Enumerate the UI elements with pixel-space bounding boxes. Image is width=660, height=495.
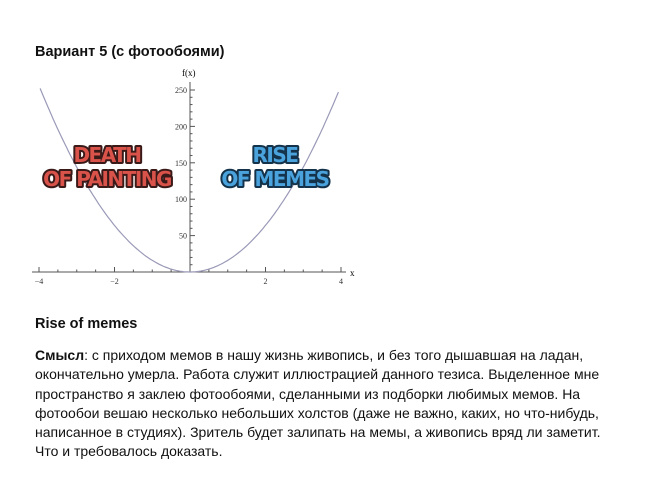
annotation-death-of-painting: DEATH OF PAINTING <box>41 141 174 193</box>
text-line: Что и требовалось доказать. <box>35 443 223 460</box>
text-line: написанное в студиях). Зритель будет зал… <box>35 424 601 441</box>
x-axis-label: x <box>350 268 355 278</box>
y-tick-label: 250 <box>175 86 187 95</box>
body-paragraph: Смысл: с приходом мемов в нашу жизнь жив… <box>35 346 600 462</box>
annotation-rise-of-memes: RISE OF MEMES <box>219 141 332 193</box>
lead-word: Смысл <box>35 347 85 363</box>
x-tick-label: 4 <box>339 277 343 286</box>
y-axis-label: f(x) <box>182 68 196 78</box>
series-curve <box>39 88 339 273</box>
x-tick-label: −2 <box>110 277 119 286</box>
x-tick-label: 2 <box>264 277 268 286</box>
y-tick-label: 100 <box>175 195 187 204</box>
page-title: Вариант 5 (с фотообоями) <box>35 44 225 60</box>
text-line: окончательно умерла. Работа служит иллюс… <box>35 366 600 383</box>
parabola-chart: −4 −2 2 4 50 100 150 200 250 f(x) x DEATH OF PAI… <box>32 68 355 286</box>
x-tick-label: −4 <box>35 277 44 286</box>
text-line: фотообои вешаю несколько небольших холст… <box>35 404 599 421</box>
svg-text:RISE: RISE <box>253 143 299 167</box>
text-line: пространство я заклею фотообоями, сделан… <box>35 385 581 402</box>
text-line: : с приходом мемов в нашу жизнь живопись… <box>84 347 584 363</box>
svg-text:OF PAINTING: OF PAINTING <box>43 167 171 191</box>
svg-text:DEATH: DEATH <box>73 143 140 167</box>
y-tick-label: 50 <box>179 232 187 241</box>
y-tick-label: 150 <box>175 159 187 168</box>
section-heading: Rise of memes <box>35 316 138 332</box>
svg-text:OF MEMES: OF MEMES <box>221 167 328 191</box>
y-tick-label: 200 <box>175 122 187 131</box>
